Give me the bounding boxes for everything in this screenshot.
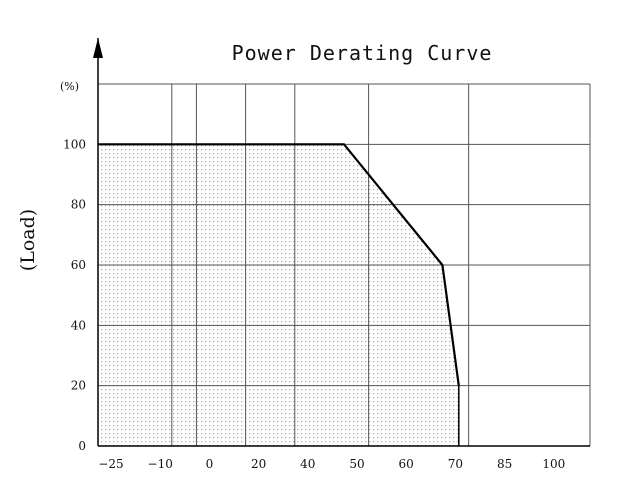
x-tick-label: 70 bbox=[448, 457, 463, 471]
x-tick-label: 100 bbox=[542, 457, 565, 471]
x-tick-label: 60 bbox=[399, 457, 414, 471]
x-tick-label: −10 bbox=[148, 457, 173, 471]
y-tick-label: 100 bbox=[63, 137, 86, 151]
shaded-area bbox=[98, 144, 459, 446]
shaded-area-layer bbox=[98, 144, 459, 446]
x-tick-label: 0 bbox=[206, 457, 214, 471]
y-tick-label: 80 bbox=[71, 198, 86, 212]
x-tick-label: 40 bbox=[300, 457, 315, 471]
y-unit-label: (%) bbox=[60, 80, 79, 93]
y-tick-label: 0 bbox=[78, 439, 86, 453]
y-axis-label: (Load) bbox=[17, 209, 39, 271]
y-axis-arrow bbox=[93, 38, 103, 58]
x-tick-label: 50 bbox=[349, 457, 364, 471]
x-tick-label: 85 bbox=[497, 457, 512, 471]
chart-title: Power Derating Curve bbox=[232, 41, 493, 65]
y-tick-labels: 0 20 40 60 80 100 bbox=[63, 137, 86, 453]
y-tick-label: 40 bbox=[71, 318, 86, 332]
x-tick-label: 20 bbox=[251, 457, 266, 471]
x-tick-labels: −25 −10 0 20 40 50 60 70 85 100 bbox=[98, 457, 565, 471]
y-tick-label: 20 bbox=[71, 379, 86, 393]
y-tick-label: 60 bbox=[71, 258, 86, 272]
x-tick-label: −25 bbox=[98, 457, 123, 471]
